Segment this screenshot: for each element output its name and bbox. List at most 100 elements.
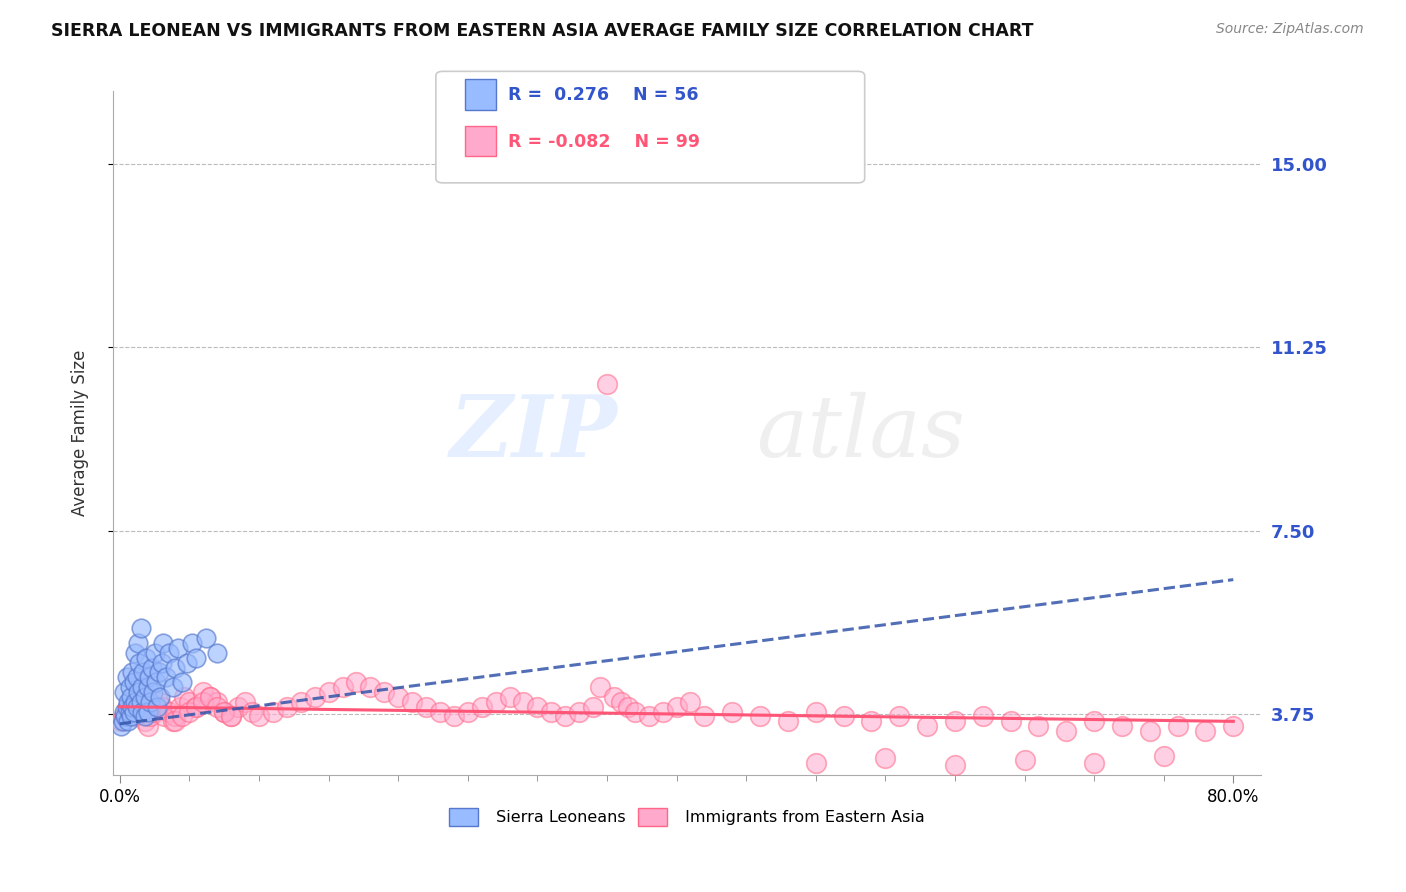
Point <box>114 709 136 723</box>
Point <box>165 660 187 674</box>
Point <box>129 705 152 719</box>
Point <box>512 695 534 709</box>
Point <box>139 709 162 723</box>
Point <box>1014 754 1036 768</box>
Point <box>651 705 673 719</box>
Point <box>875 751 897 765</box>
Point <box>145 675 167 690</box>
Point <box>142 685 165 699</box>
Point <box>167 641 190 656</box>
Point <box>121 699 143 714</box>
Point <box>143 646 166 660</box>
Point <box>568 705 591 719</box>
Point <box>526 699 548 714</box>
Point <box>429 705 451 719</box>
Point <box>127 636 149 650</box>
Point <box>112 685 135 699</box>
Point <box>143 705 166 719</box>
Point <box>146 699 169 714</box>
Point <box>150 699 173 714</box>
Point <box>134 714 156 729</box>
Y-axis label: Average Family Size: Average Family Size <box>72 350 89 516</box>
Point <box>207 646 229 660</box>
Point <box>401 695 423 709</box>
Point <box>129 622 152 636</box>
Point <box>132 665 155 680</box>
Point <box>162 680 184 694</box>
Point <box>596 377 619 392</box>
Point <box>582 699 605 714</box>
Point <box>150 656 173 670</box>
Point <box>207 699 229 714</box>
Point <box>603 690 626 704</box>
Point <box>121 665 143 680</box>
Point <box>915 719 938 733</box>
Point <box>240 705 263 719</box>
Point <box>679 695 702 709</box>
Point <box>247 709 270 723</box>
Point <box>134 709 156 723</box>
Text: R = -0.082    N = 99: R = -0.082 N = 99 <box>508 133 700 151</box>
Point <box>200 690 222 704</box>
Point <box>122 705 145 719</box>
Point <box>149 690 172 704</box>
Point <box>1054 724 1077 739</box>
Point <box>219 709 242 723</box>
Point <box>387 690 409 704</box>
Point <box>112 709 135 723</box>
Point <box>195 632 218 646</box>
Point <box>1194 724 1216 739</box>
Point <box>610 695 633 709</box>
Point <box>110 714 132 729</box>
Point <box>128 656 150 670</box>
Point <box>972 709 994 723</box>
Point <box>262 705 284 719</box>
Point <box>186 699 208 714</box>
Point <box>1139 724 1161 739</box>
Point <box>804 705 827 719</box>
Point <box>318 685 340 699</box>
Point <box>117 695 139 709</box>
Point <box>359 680 381 694</box>
Point <box>1000 714 1022 729</box>
Point <box>804 756 827 770</box>
Point <box>498 690 520 704</box>
Text: ZIP: ZIP <box>450 392 619 475</box>
Point <box>484 695 506 709</box>
Point <box>1153 748 1175 763</box>
Point <box>693 709 716 723</box>
Point <box>165 714 187 729</box>
Point <box>118 705 141 719</box>
Text: R =  0.276    N = 56: R = 0.276 N = 56 <box>508 87 697 104</box>
Point <box>304 690 326 704</box>
Point <box>637 709 659 723</box>
Point <box>139 695 162 709</box>
Point <box>179 705 201 719</box>
Point <box>860 714 883 729</box>
Point <box>135 650 157 665</box>
Legend:  Sierra Leoneans,  Immigrants from Eastern Asia: Sierra Leoneans, Immigrants from Eastern… <box>443 802 931 832</box>
Point <box>125 670 148 684</box>
Text: SIERRA LEONEAN VS IMMIGRANTS FROM EASTERN ASIA AVERAGE FAMILY SIZE CORRELATION C: SIERRA LEONEAN VS IMMIGRANTS FROM EASTER… <box>51 22 1033 40</box>
Point <box>200 690 222 704</box>
Point <box>120 690 142 704</box>
Point <box>136 719 159 733</box>
Point <box>471 699 494 714</box>
Point <box>157 705 180 719</box>
Point <box>233 695 256 709</box>
Point <box>124 646 146 660</box>
Point <box>186 650 208 665</box>
Point <box>943 714 966 729</box>
Point <box>554 709 576 723</box>
Point <box>332 680 354 694</box>
Point <box>623 705 645 719</box>
Point <box>176 656 198 670</box>
Point <box>832 709 855 723</box>
Point <box>124 695 146 709</box>
Point <box>226 699 249 714</box>
Point <box>179 695 201 709</box>
Point <box>136 705 159 719</box>
Point <box>889 709 911 723</box>
Point <box>1167 719 1189 733</box>
Point <box>157 646 180 660</box>
